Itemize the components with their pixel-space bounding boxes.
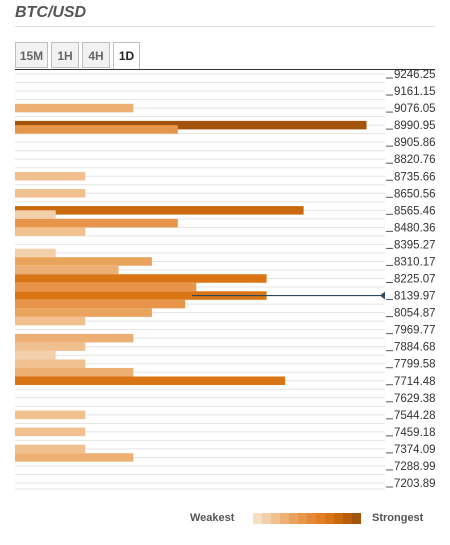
tab-15m[interactable]: 15M	[15, 42, 48, 68]
tabs-baseline	[15, 69, 435, 70]
price-label: 9076.05	[394, 103, 436, 115]
legend-swatch	[316, 513, 325, 524]
price-label: 8565.46	[394, 205, 436, 217]
strength-bar	[15, 227, 86, 236]
price-label: 8990.95	[394, 120, 436, 132]
price-label: 8054.87	[394, 308, 436, 320]
price-label: 7799.58	[394, 359, 436, 371]
legend-strongest-label: Strongest	[372, 512, 424, 524]
strength-bar	[15, 376, 286, 386]
strength-bar	[15, 265, 119, 275]
price-label: 7714.48	[394, 376, 436, 388]
price-label: 8139.97	[394, 291, 436, 303]
legend-swatch	[271, 513, 280, 524]
strength-bar	[15, 206, 304, 215]
legend-swatch	[280, 513, 289, 524]
strength-bar	[15, 410, 86, 420]
strength-bar	[15, 299, 186, 309]
legend-swatch	[298, 513, 307, 524]
strength-bar	[15, 125, 178, 134]
legend-swatch	[334, 513, 343, 524]
legend-swatch	[325, 513, 334, 524]
price-label: 7884.68	[394, 342, 436, 354]
price-label: 7459.18	[394, 427, 436, 439]
price-label: 9161.15	[394, 86, 436, 98]
strength-bar	[15, 308, 152, 317]
current-price-marker	[380, 291, 385, 300]
strength-bar	[15, 333, 134, 343]
price-label: 7969.77	[394, 325, 436, 337]
price-label: 8395.27	[394, 239, 436, 251]
price-label: 8650.56	[394, 188, 436, 200]
price-label: 7203.89	[394, 478, 436, 490]
legend-color-scale	[253, 513, 361, 524]
tab-1d[interactable]: 1D	[113, 42, 140, 70]
price-label: 7288.99	[394, 461, 436, 473]
strength-bar	[15, 210, 56, 219]
strength-bar	[15, 453, 134, 462]
strength-bar	[15, 120, 367, 130]
strength-bar	[15, 171, 86, 181]
legend-weakest-label: Weakest	[190, 512, 235, 524]
price-label: 7544.28	[394, 410, 436, 422]
price-label: 8735.66	[394, 171, 436, 183]
strength-bar	[15, 282, 197, 292]
strength-bar	[15, 218, 178, 228]
price-label: 7629.38	[394, 393, 436, 405]
strength-bar	[15, 316, 86, 326]
price-label: 8310.17	[394, 256, 436, 268]
strength-bar	[15, 342, 86, 351]
legend-swatch	[289, 513, 298, 524]
price-label: 8905.86	[394, 137, 436, 149]
legend-swatch	[343, 513, 352, 524]
strength-bar	[15, 444, 86, 454]
strength-bar	[15, 350, 56, 360]
tab-1h[interactable]: 1H	[51, 42, 79, 68]
price-label: 8225.07	[394, 274, 436, 286]
strength-legend: Weakest Strongest	[0, 510, 450, 530]
price-label: 8820.76	[394, 154, 436, 166]
title-divider	[15, 26, 435, 27]
chart-title: BTC/USD	[15, 4, 87, 21]
tab-4h[interactable]: 4H	[82, 42, 110, 68]
strength-bar	[15, 274, 267, 283]
legend-swatch	[262, 513, 271, 524]
confluence-chart: 9246.25 9161.15 9076.05 8990.95 8905.86 8820.…	[15, 69, 436, 490]
legend-swatch	[352, 513, 361, 524]
price-label: 9246.25	[394, 69, 436, 81]
strength-bar	[15, 103, 134, 113]
strength-bar	[15, 427, 86, 437]
legend-swatch	[253, 513, 262, 524]
strength-bar	[15, 367, 134, 377]
price-label: 8480.36	[394, 222, 436, 234]
strength-bar	[15, 189, 86, 198]
strength-bar	[15, 291, 267, 300]
strength-bar	[15, 257, 152, 266]
strength-bar	[15, 359, 86, 368]
price-label: 7374.09	[394, 444, 436, 456]
legend-swatch	[307, 513, 316, 524]
strength-bar	[15, 248, 56, 258]
